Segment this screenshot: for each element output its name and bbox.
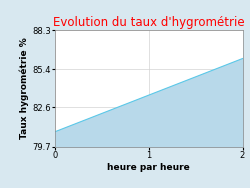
X-axis label: heure par heure: heure par heure xyxy=(108,163,190,172)
Y-axis label: Taux hygrométrie %: Taux hygrométrie % xyxy=(20,37,29,139)
Title: Evolution du taux d'hygrométrie: Evolution du taux d'hygrométrie xyxy=(53,16,244,29)
